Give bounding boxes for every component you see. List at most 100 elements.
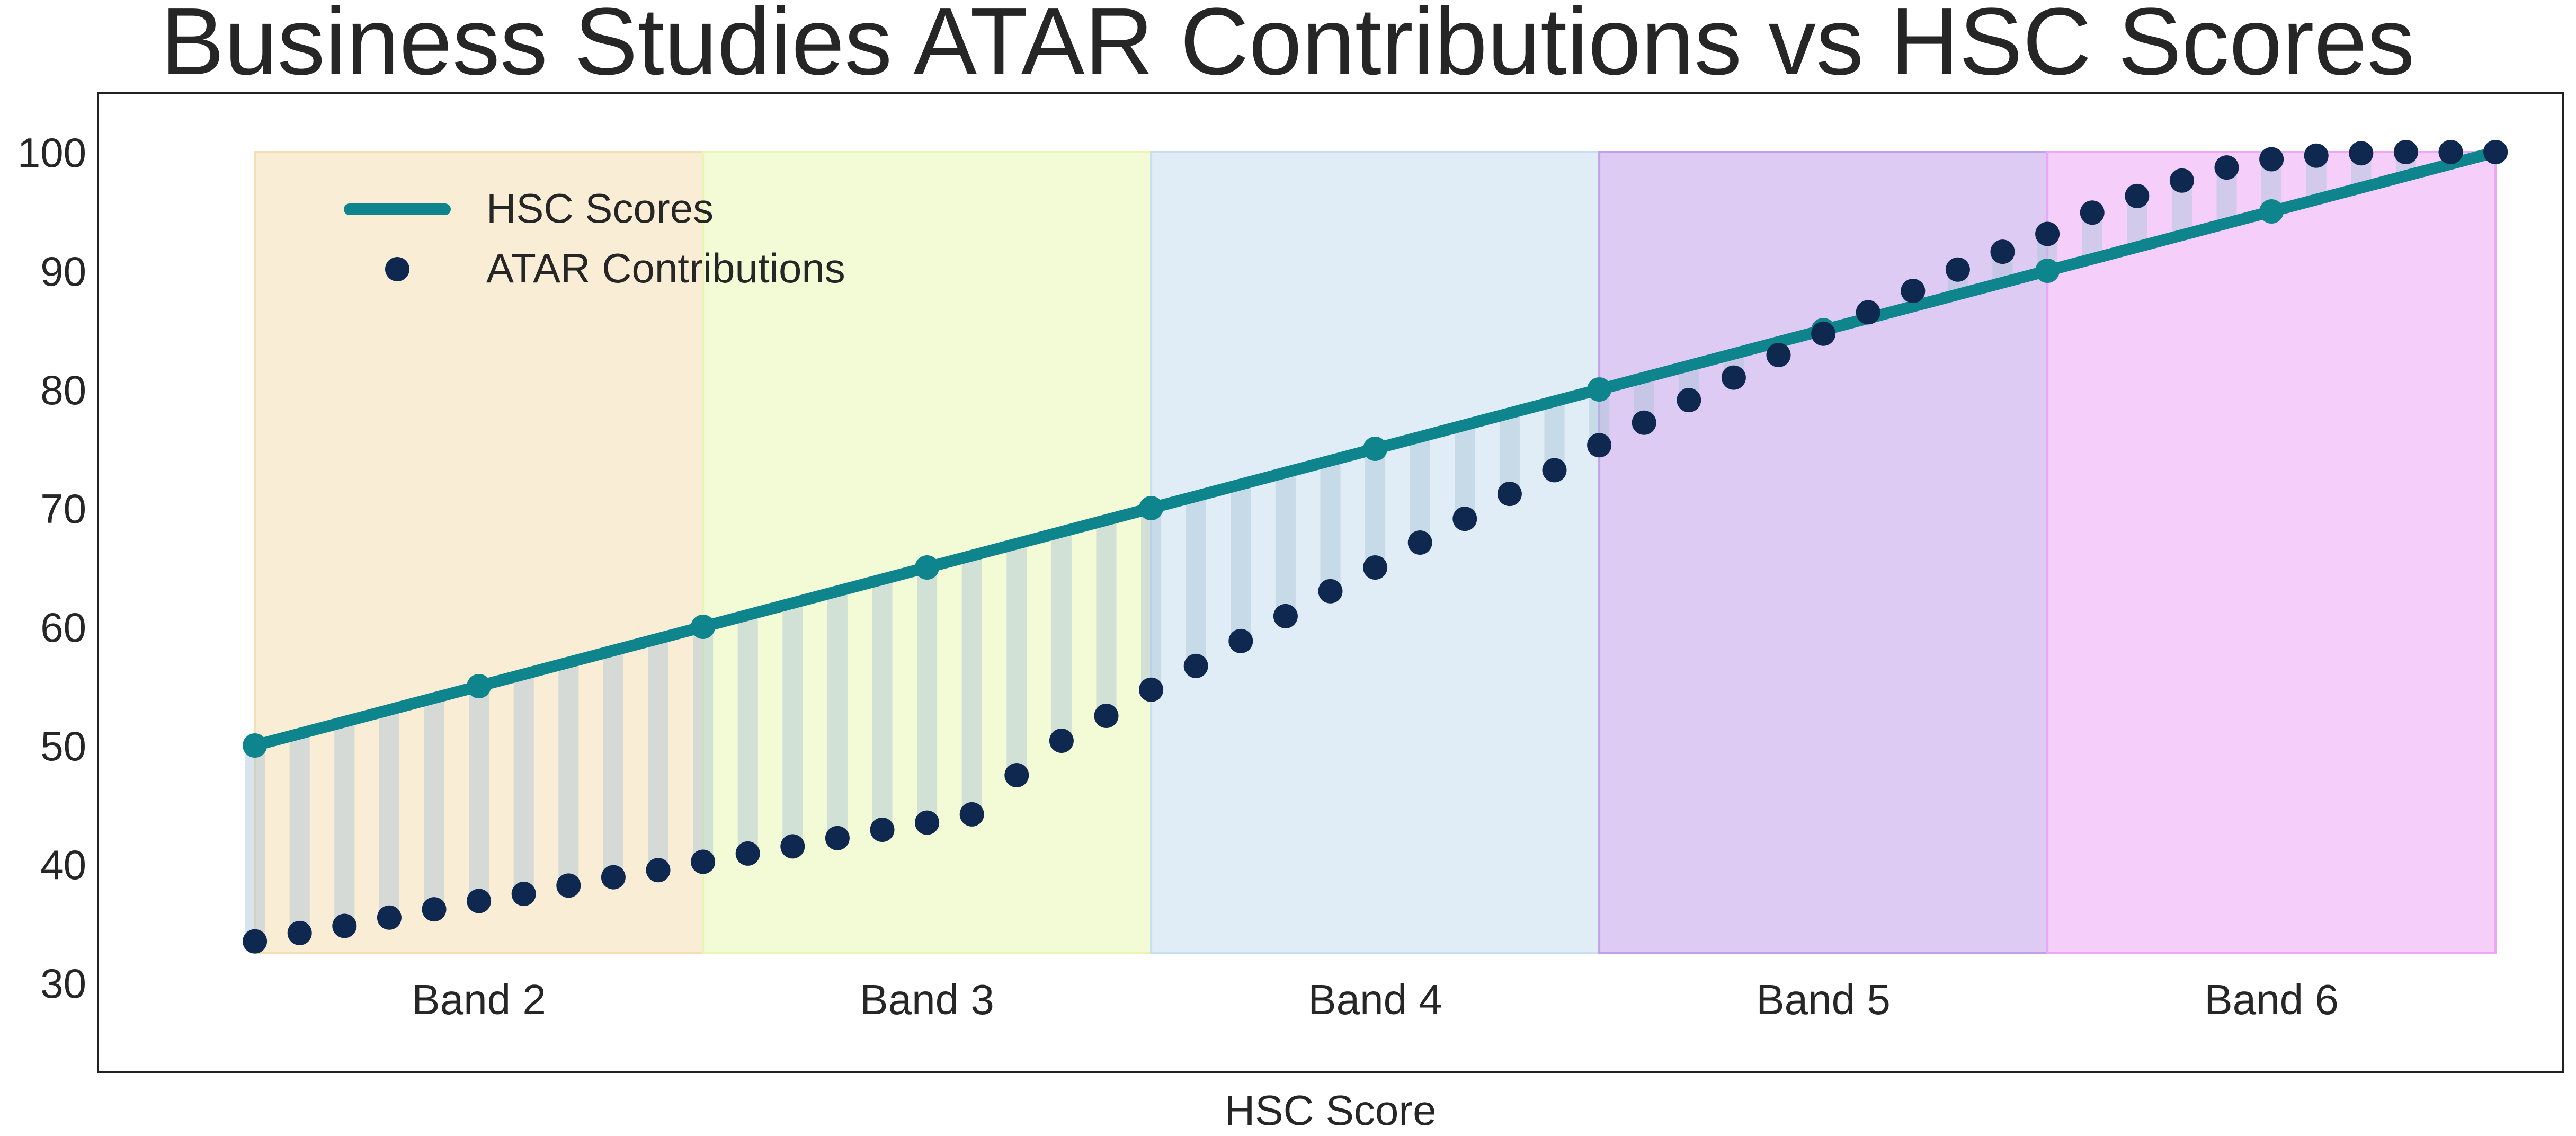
atar-point xyxy=(691,849,716,874)
gap-bar xyxy=(469,686,489,901)
atar-point xyxy=(2483,140,2508,164)
hsc-score-point xyxy=(1139,496,1164,520)
atar-point xyxy=(467,889,492,913)
atar-point xyxy=(1856,300,1880,325)
legend-label-atar-contributions: ATAR Contributions xyxy=(486,245,845,291)
atar-point xyxy=(1183,653,1208,678)
gap-bar xyxy=(737,615,758,854)
y-tick-label: 40 xyxy=(40,841,86,888)
atar-point xyxy=(646,858,671,883)
gap-bar xyxy=(558,662,579,886)
band-label: Band 4 xyxy=(1308,976,1442,1023)
gap-bar xyxy=(424,698,444,910)
atar-point xyxy=(377,905,402,930)
gap-bar xyxy=(603,650,623,877)
atar-point xyxy=(1677,388,1701,413)
atar-point xyxy=(1811,321,1836,346)
y-tick-label: 100 xyxy=(17,129,86,176)
atar-point xyxy=(1228,628,1253,653)
legend-label-hsc-scores: HSC Scores xyxy=(486,185,714,232)
gap-bar xyxy=(1006,544,1027,775)
atar-point xyxy=(1407,530,1432,555)
gap-bar xyxy=(379,709,399,918)
atar-point xyxy=(1318,579,1343,604)
band-label: Band 6 xyxy=(2204,976,2339,1023)
band-regions xyxy=(254,151,2497,954)
atar-point xyxy=(1363,555,1388,580)
atar-point xyxy=(1766,343,1791,368)
atar-point xyxy=(780,834,805,859)
y-tick-label: 90 xyxy=(40,248,86,295)
atar-point xyxy=(287,920,312,945)
gap-bar xyxy=(1186,496,1206,666)
atar-point xyxy=(2214,155,2239,180)
gap-bar xyxy=(245,746,265,942)
atar-point xyxy=(2169,168,2194,193)
hsc-score-point xyxy=(1363,437,1388,461)
atar-point xyxy=(332,913,357,938)
band-region xyxy=(1598,151,2049,954)
y-tick-label: 70 xyxy=(40,485,86,532)
atar-point xyxy=(2080,200,2105,225)
atar-point xyxy=(1497,482,1522,507)
y-tick-label: 80 xyxy=(40,367,86,413)
gap-bar xyxy=(1455,425,1475,519)
gap-bar xyxy=(289,733,310,933)
hsc-score-point xyxy=(243,733,268,758)
y-axis-ticks: 30 40 50 60 70 80 90 100 xyxy=(17,129,86,1007)
gap-bar xyxy=(917,567,938,823)
band-label: Band 2 xyxy=(412,976,546,1023)
atar-point xyxy=(1632,410,1656,435)
gap-bar xyxy=(1365,449,1386,567)
hsc-score-point xyxy=(915,555,940,580)
atar-point xyxy=(2438,140,2463,164)
atar-point xyxy=(1094,704,1119,728)
atar-point xyxy=(735,841,760,866)
hsc-score-point xyxy=(691,615,716,639)
atar-point xyxy=(1542,458,1567,483)
gap-bar xyxy=(1320,460,1341,591)
gap-bar xyxy=(961,555,982,814)
atar-point xyxy=(1901,279,1926,304)
gap-bar xyxy=(648,638,668,871)
y-tick-label: 50 xyxy=(40,723,86,769)
gap-bar xyxy=(1275,472,1296,616)
legend-dot-swatch xyxy=(385,257,409,281)
atar-point xyxy=(2349,141,2374,166)
atar-point xyxy=(1990,239,2015,264)
atar-point xyxy=(422,897,447,922)
atar-point xyxy=(2125,183,2150,208)
gap-bar xyxy=(693,627,714,862)
atar-point xyxy=(1945,257,1970,282)
gap-bar xyxy=(827,591,848,838)
band-labels: Band 2 Band 3 Band 4 Band 5 Band 6 xyxy=(412,976,2339,1023)
atar-point xyxy=(1049,729,1074,753)
gap-bar xyxy=(1231,484,1251,641)
hsc-score-point xyxy=(467,674,492,698)
y-tick-label: 60 xyxy=(40,604,86,651)
atar-point xyxy=(870,818,895,842)
gap-bar xyxy=(782,603,803,847)
gap-bar xyxy=(334,722,355,926)
band-region xyxy=(1150,151,1601,954)
atar-point xyxy=(511,882,536,906)
atar-point xyxy=(915,810,940,835)
hsc-score-point xyxy=(1587,377,1612,402)
gap-bar xyxy=(1141,508,1162,690)
atar-contributions-series xyxy=(243,140,2508,954)
atar-point xyxy=(601,865,626,890)
atar-point xyxy=(556,873,581,898)
band-label: Band 3 xyxy=(860,976,994,1023)
atar-point xyxy=(1587,433,1612,458)
atar-point xyxy=(2393,140,2418,164)
x-axis-label: HSC Score xyxy=(1224,1087,1436,1134)
y-tick-label: 30 xyxy=(40,960,86,1007)
gap-bar xyxy=(1499,413,1520,494)
gap-bar xyxy=(872,579,893,830)
atar-point xyxy=(2035,221,2060,246)
legend: HSC Scores ATAR Contributions xyxy=(344,185,845,291)
band-region xyxy=(254,151,705,954)
atar-point xyxy=(1273,604,1298,628)
chart-title: Business Studies ATAR Contributions vs H… xyxy=(161,0,2414,95)
